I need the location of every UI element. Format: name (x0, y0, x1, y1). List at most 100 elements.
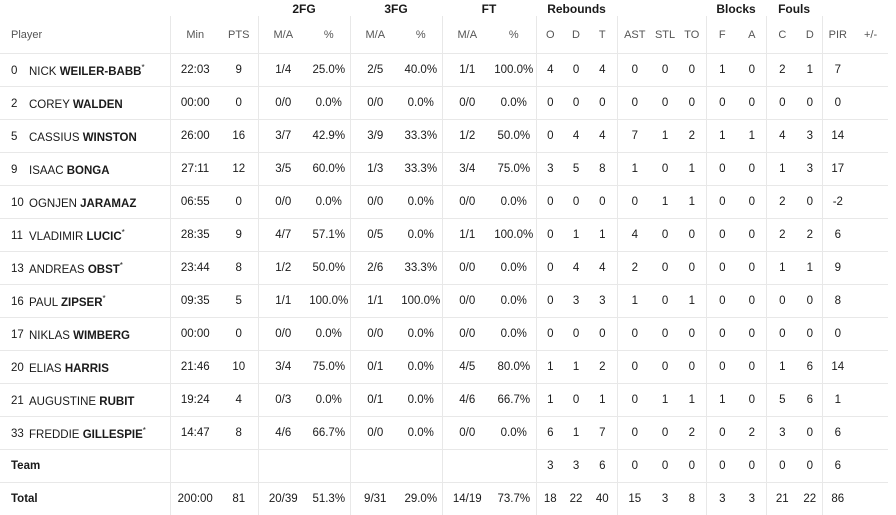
team-stat-foul-d: 0 (798, 449, 823, 483)
stat-reb-o: 6 (536, 416, 565, 450)
player-cell: 33 FREDDIE GILLESPIE* (0, 416, 171, 450)
team-stat-fg3-ma (350, 449, 400, 483)
stat-reb-o: 0 (536, 185, 565, 219)
stat-ast: 0 (617, 185, 653, 219)
stat-blk-a: 0 (738, 317, 767, 351)
stat-foul-d: 0 (798, 284, 823, 318)
stat-reb-d: 0 (564, 185, 589, 219)
col-3fg-ma: M/A (350, 16, 400, 54)
stat-ft-ma: 1/1 (442, 218, 492, 252)
stat-to: 2 (678, 416, 707, 450)
stat-ast: 1 (617, 284, 653, 318)
stat-pm (853, 119, 889, 153)
stat-foul-c: 0 (766, 86, 799, 120)
col-ft-pct: % (492, 16, 537, 54)
player-last-name: BONGA (66, 164, 110, 177)
total-stat-pts: 81 (220, 482, 259, 515)
stat-reb-o: 4 (536, 53, 565, 87)
stat-pir: 14 (822, 350, 854, 384)
stat-reb-d: 0 (564, 53, 589, 87)
stat-fg3-ma: 0/0 (350, 185, 400, 219)
stat-foul-d: 6 (798, 383, 823, 417)
player-last-name: GILLESPIE (82, 428, 143, 441)
stat-pir: 6 (822, 218, 854, 252)
stat-foul-c: 1 (766, 251, 799, 285)
total-stat-fg2-ma: 20/39 (268, 493, 298, 505)
stat-pir: 0 (822, 86, 854, 120)
stat-fg3-pct: 33.3% (400, 119, 443, 153)
player-first-name: FREDDIE (29, 428, 80, 441)
table-row: 21 AUGUSTINE RUBIT 19:24 4 0/3 0.0% 0/1 0.0% 4/6… (0, 383, 889, 417)
stat-pts: 9 (220, 53, 259, 87)
stat-fg2-pct: 66.7% (308, 416, 351, 450)
table-row: 5 CASSIUS WINSTON 26:00 16 3/7 42.9% 3/9 33.3% 1… (0, 119, 889, 153)
stat-reb-d: 0 (564, 86, 589, 120)
stat-fg2-ma: 0/3 (258, 383, 308, 417)
stat-pm (853, 284, 889, 318)
stat-reb-d: 1 (564, 350, 589, 384)
stat-blk-a: 0 (738, 86, 767, 120)
stat-ast: 1 (617, 152, 653, 186)
team-stat-reb-t: 6 (588, 449, 618, 483)
total-stat-fg3-ma: 9/31 (364, 493, 387, 505)
player-number: 13 (11, 263, 24, 276)
player-first-name: AUGUSTINE (29, 395, 97, 408)
stat-blk-f: 0 (706, 152, 739, 186)
stat-pir: 6 (822, 416, 854, 450)
player-first-name: CASSIUS (29, 131, 80, 144)
stat-blk-a: 0 (738, 152, 767, 186)
stat-ft-ma: 4/6 (442, 383, 492, 417)
total-stat-fg3-pct: 29.0% (400, 482, 443, 515)
stat-pts: 0 (220, 185, 259, 219)
stat-fg2-ma: 0/0 (258, 185, 308, 219)
total-stat-ft-ma: 14/19 (452, 493, 482, 505)
stat-stl: 0 (652, 218, 679, 252)
player-number: 33 (11, 428, 24, 441)
stat-pts: 16 (220, 119, 259, 153)
stat-foul-d: 3 (798, 152, 823, 186)
stat-reb-o: 0 (536, 218, 565, 252)
team-stat-fg2-pct (308, 449, 351, 483)
player-number: 17 (11, 329, 24, 342)
team-stat-blk-f: 0 (706, 449, 739, 483)
stat-foul-c: 5 (766, 383, 799, 417)
stat-pir: 8 (822, 284, 854, 318)
player-last-name: WINSTON (82, 131, 137, 144)
table-row: 33 FREDDIE GILLESPIE* 14:47 8 4/6 66.7% 0/0 0.0… (0, 416, 889, 450)
player-cell: 21 AUGUSTINE RUBIT (0, 383, 171, 417)
stat-foul-c: 1 (766, 152, 799, 186)
table-row: 20 ELIAS HARRIS 21:46 10 3/4 75.0% 0/1 0.0% 4/5 8… (0, 350, 889, 384)
stat-foul-d: 3 (798, 119, 823, 153)
stat-to: 0 (678, 218, 707, 252)
stat-blk-f: 0 (706, 251, 739, 285)
stat-reb-d: 0 (564, 383, 589, 417)
stat-pm (853, 416, 889, 450)
stat-ast: 7 (617, 119, 653, 153)
player-cell: 9 ISAAC BONGA (0, 152, 171, 186)
team-stat-reb-d: 3 (564, 449, 589, 483)
stat-fg3-ma: 0/1 (350, 383, 400, 417)
stat-ast: 0 (617, 53, 653, 87)
group-blocks: Blocks (716, 2, 756, 16)
stat-stl: 0 (652, 416, 679, 450)
stat-fg3-pct: 100.0% (400, 284, 443, 318)
stat-pir: 14 (822, 119, 854, 153)
stat-stl: 0 (652, 317, 679, 351)
stat-ft-ma: 0/0 (442, 251, 492, 285)
stat-pm (853, 152, 889, 186)
stat-to: 1 (678, 383, 707, 417)
stat-foul-c: 0 (766, 317, 799, 351)
stat-stl: 0 (652, 53, 679, 87)
stat-stl: 0 (652, 350, 679, 384)
stat-ast: 0 (617, 86, 653, 120)
stat-blk-f: 0 (706, 185, 739, 219)
col-2fg-ma: M/A (258, 16, 308, 54)
stat-pm (853, 251, 889, 285)
team-stat-min (170, 449, 220, 483)
stat-fg2-ma: 1/2 (258, 251, 308, 285)
stat-fg3-ma: 2/5 (350, 53, 400, 87)
stat-fg3-pct: 0.0% (400, 218, 443, 252)
total-label: Total (0, 482, 171, 515)
player-first-name: ANDREAS (29, 263, 85, 276)
stat-blk-f: 0 (706, 86, 739, 120)
